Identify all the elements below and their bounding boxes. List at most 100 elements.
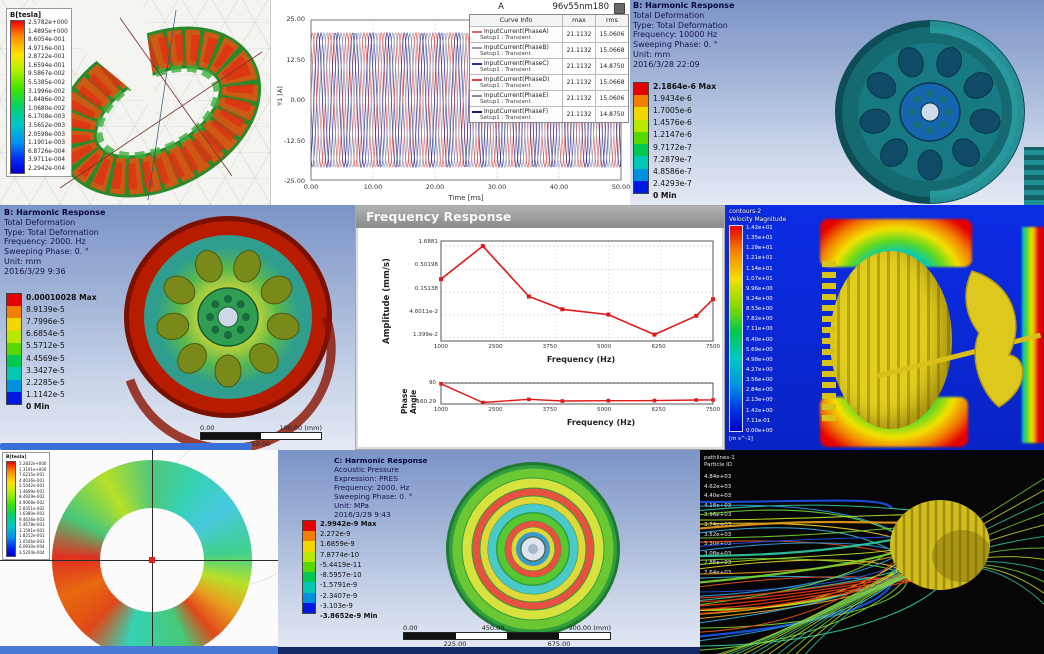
color-band xyxy=(7,391,21,404)
legend-value: -2.3407e-9 xyxy=(320,591,358,600)
viewport-maxwell-torus[interactable]: B[tesla] 2.5782e+000 1.4895e+000 8.6054e-0… xyxy=(0,0,270,205)
streamlines xyxy=(700,477,1044,654)
legend-value: 9.96e+00 xyxy=(746,285,773,292)
colorbar xyxy=(6,293,22,405)
legend-value: 2.4293e-7 xyxy=(653,178,692,188)
flywheel-model xyxy=(835,20,1025,204)
col-rms: rms xyxy=(595,15,628,26)
legend-value: 7.11e-01 xyxy=(746,417,771,424)
legend-value: 1.8252e-003 xyxy=(19,533,45,539)
viewport-stator-field[interactable]: B[tesla] 2.2832e+000 1.3191e+000 7.6215e-0… xyxy=(0,450,278,654)
legend-value: 9.5867e-002 xyxy=(28,71,66,78)
legend-value: 1.4699e-001 xyxy=(19,488,45,494)
phase-x-label: Frequency (Hz) xyxy=(566,418,636,427)
info-line: Frequency: 10000 Hz xyxy=(633,30,718,40)
series-max: 21.1132 xyxy=(562,59,595,74)
legend-value: 8.9139e-5 xyxy=(26,305,65,315)
series-rms: 14.8750 xyxy=(595,107,628,122)
legend-value: 9.24e+00 xyxy=(746,295,773,302)
flywheel-model xyxy=(124,216,336,450)
x-tick-label: 20.00 xyxy=(425,183,445,191)
y-tick-label: -12.50 xyxy=(284,136,305,145)
amplitude-axis-label: Amplitude (mm/s) xyxy=(382,258,392,344)
result-legend: 2.1864e-6 Max 1.9434e-6 1.7005e-6 1.4576e-6… xyxy=(633,82,716,200)
ruler-mid: 450.00 xyxy=(481,624,505,632)
legend-value: 5.5385e-002 xyxy=(28,80,66,87)
color-band xyxy=(7,330,21,343)
legend-value: 7.6215e-001 xyxy=(19,472,45,478)
series-label: InputCurrent(PhaseA) xyxy=(484,28,549,35)
viewport-pathlines[interactable]: pathlines-1 Particle ID 4.84e+03 4.62e+03 4… xyxy=(700,450,1044,654)
legend-value: 3.3427e-5 xyxy=(26,365,65,375)
current-plot-panel: A 96v55nm180 Y1 [A] 25.00 12.50 0.00 -12.50… xyxy=(270,0,631,207)
x-tick-label: 2500 xyxy=(488,344,503,350)
legend-value: 6.0930e-004 xyxy=(19,544,45,550)
color-band xyxy=(634,107,648,120)
y-tick-label: 25.00 xyxy=(286,15,305,23)
y-tick-label: 1.399e-2 xyxy=(412,332,438,338)
crosshair-vertical xyxy=(152,450,153,654)
series-max: 21.1132 xyxy=(562,43,595,58)
info-line: B: Harmonic Response xyxy=(4,208,106,217)
legend-value: 2.5782e+000 xyxy=(28,20,68,26)
legend-header: contours-2 Velocity Magnitude xyxy=(729,208,786,223)
legend-values: 2.2832e+000 1.3191e+000 7.6215e-001 4.4036e… xyxy=(19,461,46,555)
y-tick-label: 0.00 xyxy=(290,96,305,104)
info-line: Unit: mm xyxy=(4,256,42,266)
info-line: Frequency: 2000. Hz xyxy=(4,237,86,247)
legend-value: 5.69e+00 xyxy=(746,346,773,353)
ruler-left: 0.00 xyxy=(200,424,215,432)
field-legend: B[tesla] 2.2832e+000 1.3191e+000 7.6215e-0… xyxy=(2,452,51,560)
legend-value: 2.272e-9 xyxy=(320,530,351,539)
x-tick-label: 2500 xyxy=(488,407,503,413)
legend-value: -8.5957e-10 xyxy=(320,571,362,580)
series-sub: Setup1 : Transient xyxy=(480,67,531,73)
result-info: C: Harmonic Response Acoustic Pressure Exp… xyxy=(334,456,427,519)
legend-value: 4.4036e-001 xyxy=(19,477,45,483)
result-legend: 2.9942e-9 Max 2.272e-9 1.6859e-9 7.8774e-10… xyxy=(302,520,378,620)
series-rms: 15.0606 xyxy=(595,91,628,106)
legend-value: 1.6594e-001 xyxy=(28,62,66,69)
ruler-q3: 675.00 xyxy=(547,640,571,648)
x-tick-label: 6250 xyxy=(651,344,666,350)
legend-value: 4.98e+00 xyxy=(746,356,773,363)
legend-value: 1.6380e-002 xyxy=(19,511,45,517)
ruler-end: 900.00 (mm) xyxy=(568,624,611,632)
info-line: Unit: mm xyxy=(633,49,671,59)
legend-header-line: contours-2 xyxy=(729,208,762,215)
info-line: Type: Total Deformation xyxy=(633,20,728,30)
info-line: Sweeping Phase: 0. ° xyxy=(633,40,718,50)
viewport-harmonic-wheel-top[interactable]: B: Harmonic Response Total Deformation Typ… xyxy=(630,0,1044,205)
legend-value: 4.84e+03 xyxy=(704,474,732,480)
legend-value: 1.7005e-6 xyxy=(653,106,692,116)
legend-value: 2.2832e+000 xyxy=(19,461,47,466)
legend-value: 1.42e+01 xyxy=(746,225,773,231)
x-tick-label: 3750 xyxy=(542,344,557,350)
legend-value: 1.0680e-002 xyxy=(28,105,66,112)
col-max: max xyxy=(562,15,595,26)
legend-value: 5.5712e-5 xyxy=(26,341,65,351)
legend-header-line: Particle ID xyxy=(704,462,732,468)
window-title-bar[interactable]: Frequency Response xyxy=(356,206,724,228)
info-line: 2016/3/29 9:36 xyxy=(4,266,66,276)
series-rms: 14.8750 xyxy=(595,59,628,74)
x-axis-label: Time [ms] xyxy=(448,194,484,202)
plot-corner-icon xyxy=(614,3,625,14)
color-band xyxy=(7,342,21,356)
viewport-acoustic-disc[interactable]: C: Harmonic Response Acoustic Pressure Exp… xyxy=(278,450,700,654)
legend-value: 1.35e+01 xyxy=(746,235,773,242)
viewport-harmonic-wheel-left[interactable]: B: Harmonic Response Total Deformation Typ… xyxy=(0,205,355,450)
acoustic-disc-model xyxy=(446,462,620,636)
legend-value: 4.62e+03 xyxy=(704,483,732,490)
info-line: Acoustic Pressure xyxy=(334,465,399,474)
legend-value: 2.64e+03 xyxy=(704,569,732,576)
colorbar xyxy=(633,82,649,194)
color-band xyxy=(634,83,648,96)
info-line: Total Deformation xyxy=(4,217,76,227)
legend-values: 1.42e+01 1.35e+01 1.28e+01 1.21e+01 1.14e+01… xyxy=(746,225,773,434)
color-band xyxy=(634,95,648,108)
legend-value: 1.1142e-5 xyxy=(26,389,65,399)
legend-value: 7.2879e-7 xyxy=(653,154,692,164)
info-line: Sweeping Phase: 0. ° xyxy=(4,247,89,257)
viewport-cfd-velocity[interactable]: contours-2 Velocity Magnitude 1.42e+01 1.3… xyxy=(725,205,1044,450)
